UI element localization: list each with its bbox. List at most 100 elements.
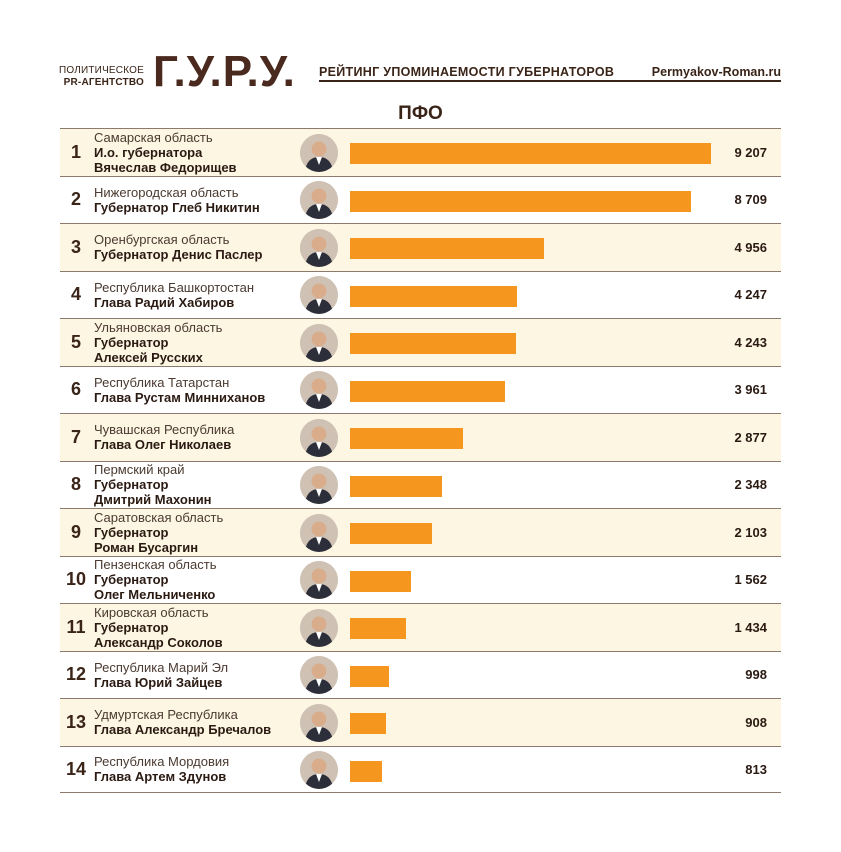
rank-number: 14 [65,758,87,779]
rank-number: 9 [70,521,81,542]
chart-title: ПФО [398,103,443,124]
rank-number: 7 [70,426,81,447]
region-name: Пензенская область [94,557,217,573]
bar [350,380,505,402]
governor-name: И.о. губернатора [94,144,203,160]
bar [350,333,516,354]
governor-name: Роман Бусаргин [94,539,199,555]
governor-name: Глава Олег Николаев [94,437,232,453]
rank-number: 13 [65,711,87,732]
name-block: Республика Татарстан Глава Рустам Минниха… [94,367,304,414]
name-block: Оренбургская область Губернатор Денис Пас… [94,224,304,271]
table-row: 7 Чувашская Республика Глава Олег Николаев… [60,413,781,461]
region-name: Пермский край [94,462,185,478]
governor-photo [300,181,338,219]
rank-number: 8 [70,474,81,495]
data-label: 8 709 [734,192,767,208]
governor-photo [300,228,338,267]
region-name: Ульяновская область [94,319,223,335]
governor-name: Губернатор Глеб Никитин [94,199,260,215]
bar [350,285,517,307]
table-row: 3 Оренбургская область Губернатор Денис Па… [60,223,781,271]
governor-photo [300,656,338,694]
name-block: Пензенская область Губернатор Олег Мельнич… [94,557,304,604]
bar [350,143,711,164]
table-row: 12 Республика Марий Эл Глава Юрий Зайцев 99… [60,650,781,699]
region-name: Оренбургская область [94,232,230,248]
governor-name: Губернатор Денис Паслер [94,247,263,263]
data-label: 908 [745,714,767,730]
table-row: 2 Нижегородская область Губернатор Глеб Ни… [60,175,781,224]
governor-photo [300,561,338,599]
data-label: 4 956 [734,239,767,255]
region-name: Кировская область [94,604,209,620]
governor-name: Губернатор [94,477,169,493]
data-label: 1 434 [734,619,767,635]
rating-title: РЕЙТИНГ УПОМИНАЕМОСТИ ГУБЕРНАТОРОВ [319,65,615,79]
governor-photo [300,608,338,647]
table-row: 14 Республика Мордовия Глава Артем Здунов 8… [60,745,781,793]
region-name: Саратовская область [94,509,224,525]
rank-number: 6 [70,379,81,400]
region-name: Республика Марий Эл [94,659,229,675]
region-name: Нижегородская область [94,184,239,200]
governor-name: Глава Рустам Минниханов [94,389,266,405]
data-label: 9 207 [734,144,767,160]
name-block: Удмуртская Республика Глава Александр Бре… [94,699,304,746]
governor-name: Губернатор [94,334,169,350]
bar [350,475,442,497]
governor-name: Глава Радий Хабиров [94,294,235,310]
table-row: 10 Пензенская область Губернатор Олег Мельн… [60,555,781,604]
data-label: 4 247 [734,287,767,303]
data-label: 2 103 [734,524,767,540]
data-label: 4 243 [734,334,767,350]
data-label: 2 348 [734,477,767,493]
table-row: 5 Ульяновская область Губернатор Алексей Ру… [60,318,781,366]
governor-name: Дмитрий Махонин [94,492,212,508]
agency-line-2: PR-АГЕНТСТВО [63,77,144,88]
governor-name: Вячеслав Федорищев [94,159,237,175]
rank-number: 12 [65,664,87,685]
rank-number: 5 [70,331,81,352]
rank-number: 4 [70,284,81,305]
governor-name: Глава Александр Бречалов [94,722,272,738]
bar [350,665,389,687]
governor-photo [300,418,338,457]
table-row: 13 Удмуртская Республика Глава Александр Б… [60,698,781,746]
region-name: Республика Башкортостан [94,279,254,295]
region-name: Чувашская Республика [94,422,235,438]
rank-number: 10 [65,569,87,590]
governor-photo [300,133,338,172]
table-row: 9 Саратовская область Губернатор Роман Буса… [60,508,781,556]
bar [350,428,463,449]
region-name: Республика Татарстан [94,374,230,390]
governor-photo [300,371,338,409]
bar [350,570,411,592]
bar [350,713,386,734]
name-block: Кировская область Губернатор Александр Сок… [94,604,304,651]
name-block: Республика Марий Эл Глава Юрий Зайцев [94,652,304,699]
data-label: 2 877 [734,429,767,445]
table-row: 4 Республика Башкортостан Глава Радий Хаби… [60,270,781,319]
governor-photo [300,466,338,504]
agency-caption: ПОЛИТИЧЕСКОЕ PR-АГЕНТСТВО [59,65,144,89]
table-row: 6 Республика Татарстан Глава Рустам Минних… [60,365,781,414]
region-name: Республика Мордовия [94,754,230,770]
name-block: Самарская область И.о. губернатора Вячесла… [94,129,304,176]
region-name: Самарская область [94,129,213,145]
rank-number: 11 [66,616,86,637]
table-row: 8 Пермский край Губернатор Дмитрий Махонин 2… [60,460,781,509]
table-row: 1 Самарская область И.о. губернатора Вячесл… [60,128,781,176]
site-link[interactable]: Permyakov-Roman.ru [651,65,781,79]
governor-name: Глава Юрий Зайцев [94,674,223,690]
name-block: Республика Башкортостан Глава Радий Хабир… [94,272,304,319]
name-block: Ульяновская область Губернатор Алексей Рус… [94,319,304,366]
name-block: Пермский край Губернатор Дмитрий Махонин [94,462,304,509]
table-row: 11 Кировская область Губернатор Александр С… [60,603,781,651]
governor-name: Губернатор [94,572,169,588]
name-block: Нижегородская область Губернатор Глеб Ник… [94,177,304,224]
governor-name: Губернатор [94,619,169,635]
governor-name: Губернатор [94,524,169,540]
data-label: 1 562 [734,572,767,588]
governor-photo [300,276,338,314]
